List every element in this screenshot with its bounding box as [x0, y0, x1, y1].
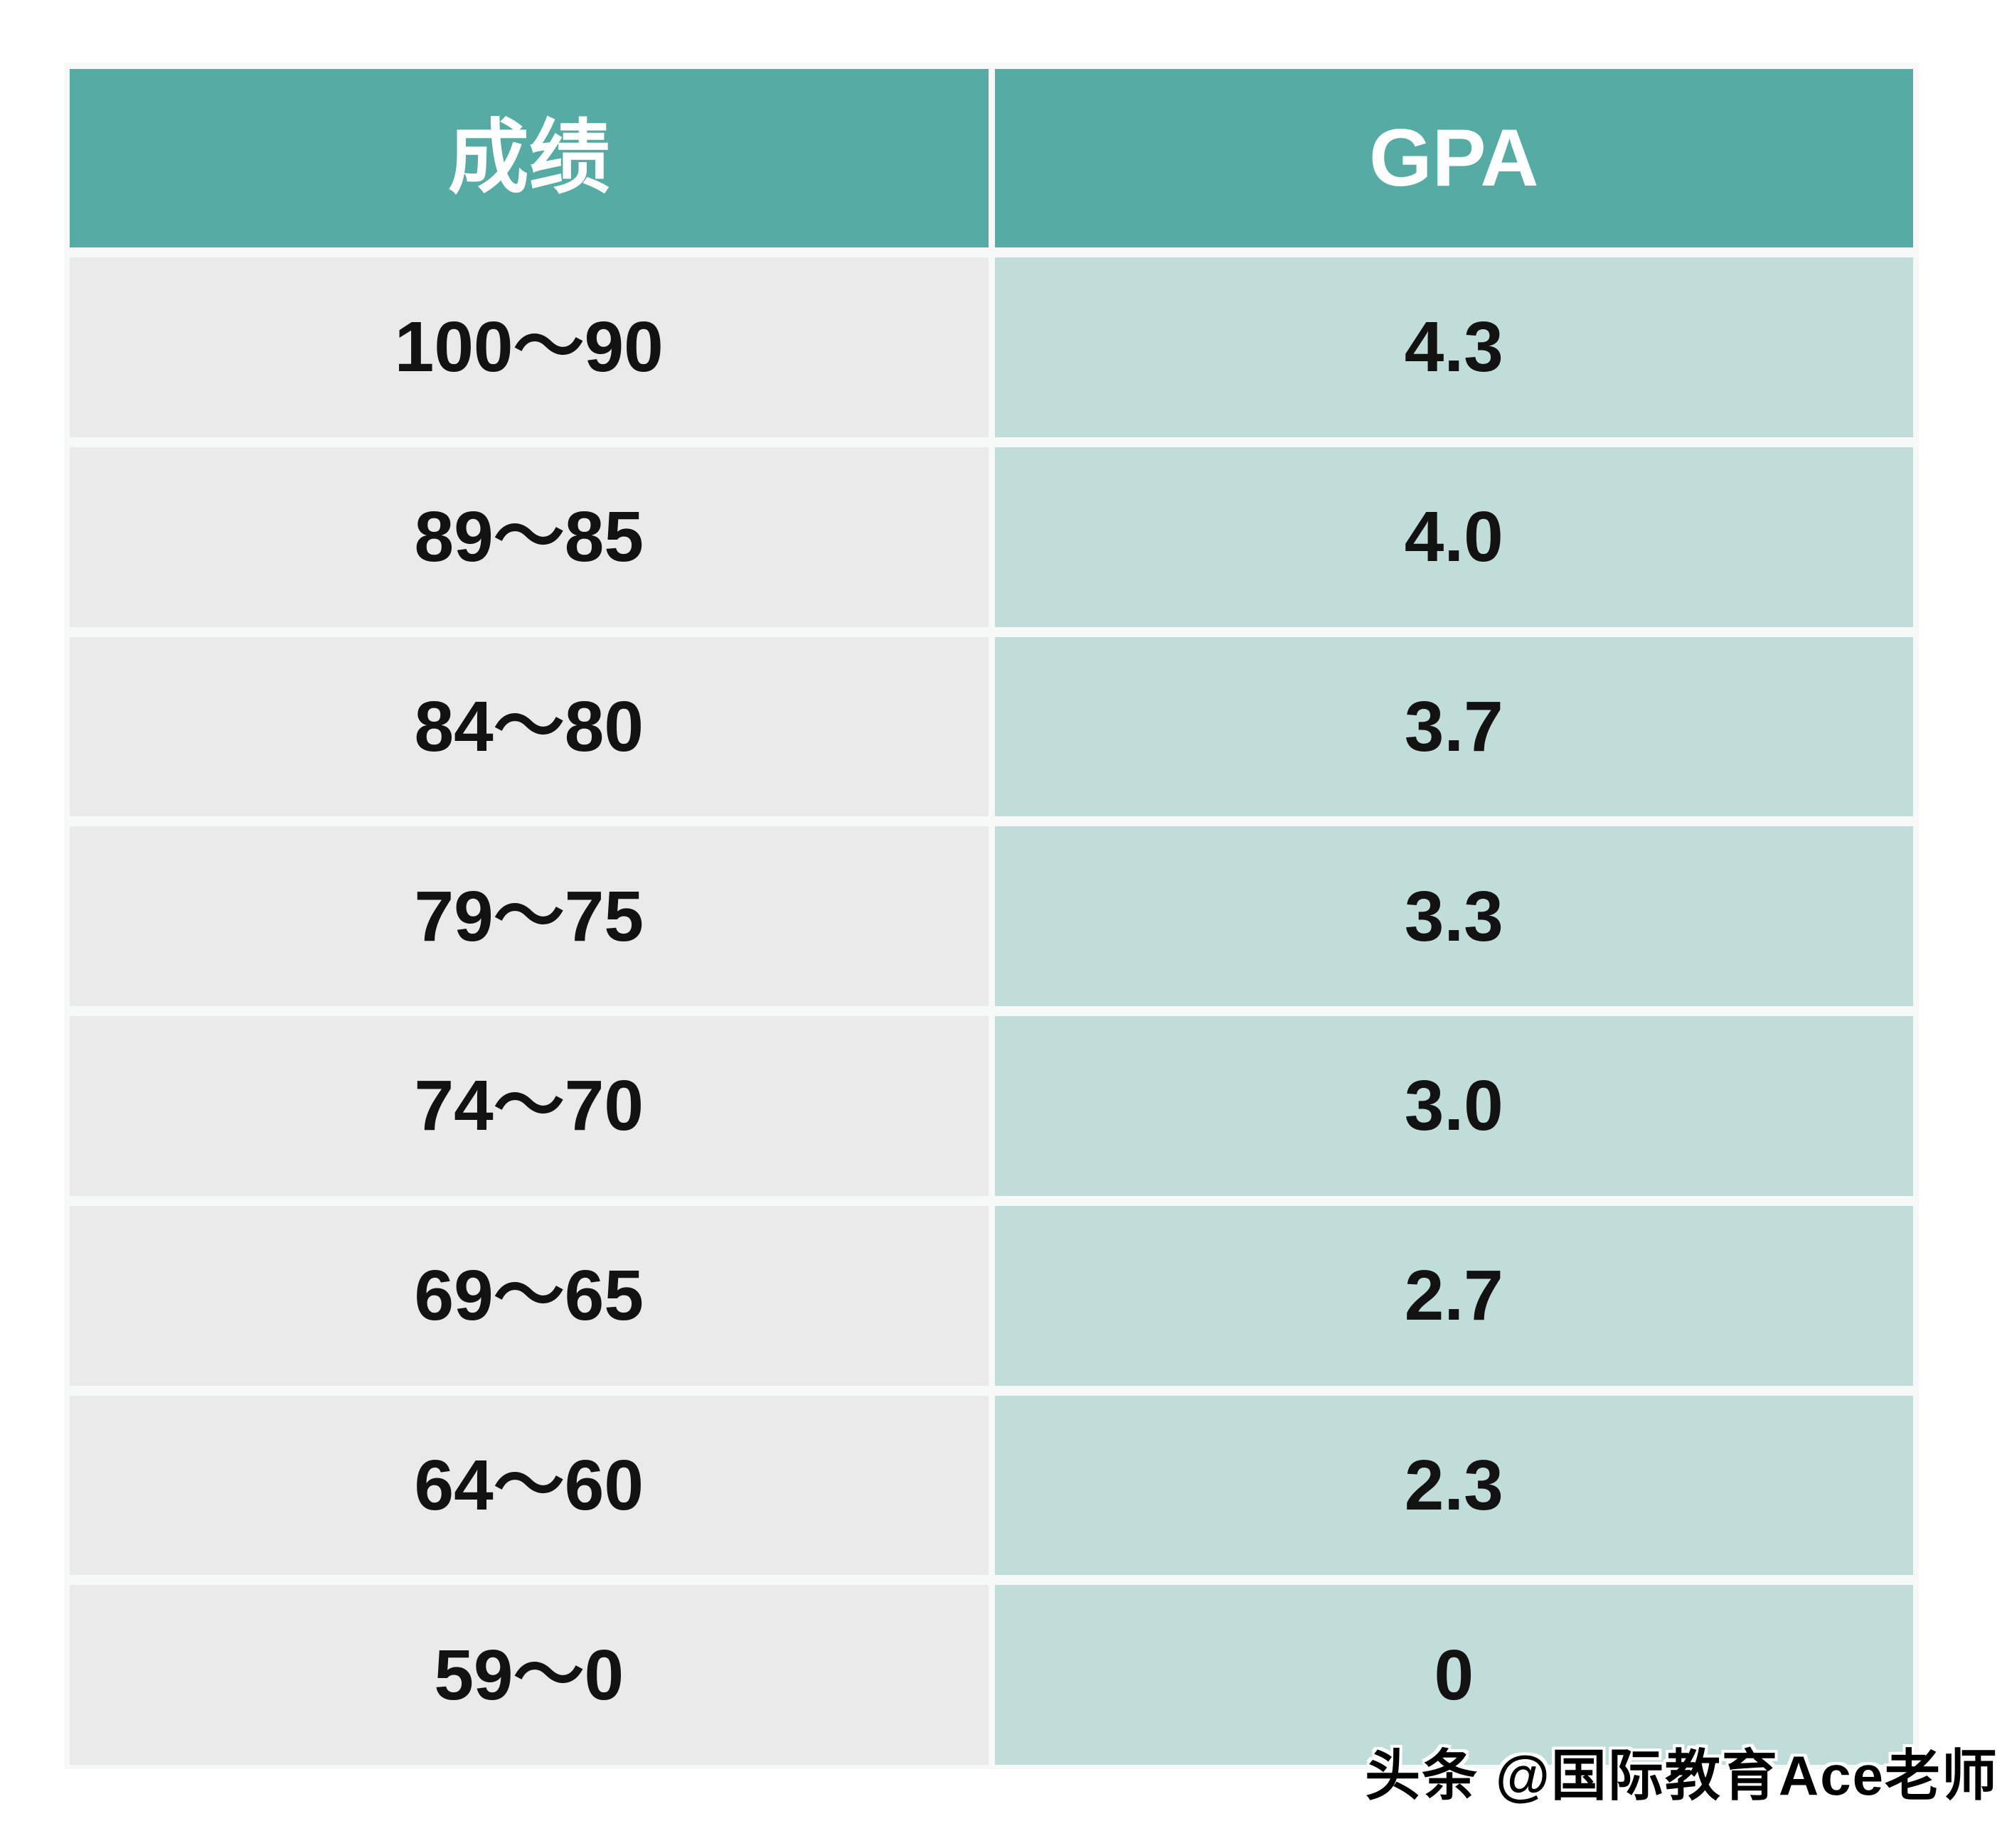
gpa-conversion-table: 成绩 GPA 100～90 4.3 89～85 4.0 84～80 3.7 79… — [64, 63, 1919, 1769]
score-cell: 89～85 — [70, 447, 989, 627]
gpa-cell: 0 — [994, 1585, 1913, 1765]
gpa-cell: 4.0 — [994, 447, 1913, 627]
score-cell: 59～0 — [70, 1585, 989, 1765]
score-cell: 79～75 — [70, 826, 989, 1006]
score-cell: 84～80 — [70, 636, 989, 817]
watermark: 头条 @国际教育Ace老师 — [1365, 1744, 1998, 1807]
gpa-cell: 2.7 — [994, 1205, 1913, 1386]
column-header-score: 成绩 — [70, 69, 989, 247]
gpa-cell: 3.0 — [994, 1016, 1913, 1196]
score-cell: 74～70 — [70, 1016, 989, 1196]
gpa-cell: 3.3 — [994, 826, 1913, 1006]
gpa-cell: 3.7 — [994, 636, 1913, 817]
gpa-cell: 2.3 — [994, 1395, 1913, 1576]
column-header-gpa: GPA — [994, 69, 1913, 247]
score-cell: 64～60 — [70, 1395, 989, 1576]
score-cell: 100～90 — [70, 257, 989, 437]
score-cell: 69～65 — [70, 1205, 989, 1386]
gpa-cell: 4.3 — [994, 257, 1913, 437]
